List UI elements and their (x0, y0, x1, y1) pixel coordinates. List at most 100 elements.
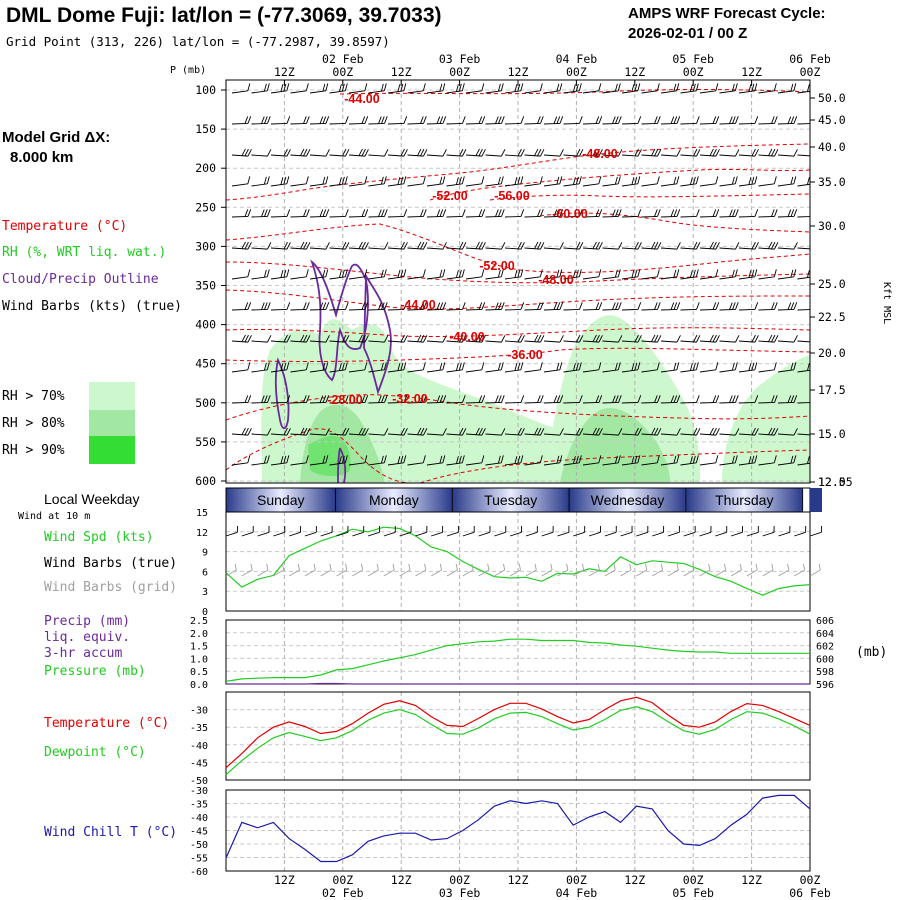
wind-barb (699, 83, 719, 94)
wind-barb (699, 427, 720, 436)
wind-barb (290, 116, 310, 125)
wind-barb (426, 83, 446, 94)
wind-barb (777, 83, 797, 94)
wind-barb (504, 176, 524, 187)
wind-barb (738, 362, 758, 373)
surface-wind-barb-grid (462, 563, 474, 577)
wind-barb (563, 269, 582, 280)
wind-barb (348, 176, 368, 187)
pressure-tick-label: 350 (195, 279, 216, 293)
wind-barb (348, 362, 368, 373)
wind-barb (290, 269, 309, 280)
panel-frame (225, 691, 811, 781)
wind-barb (348, 148, 369, 157)
surface-wind-barb-grid (715, 563, 727, 577)
wind-barb (446, 395, 466, 404)
top-hour-label: 12Z (624, 65, 645, 79)
surface-wind-barb-grid (588, 563, 600, 577)
wind-barb (251, 209, 271, 218)
wind-barb (407, 334, 428, 343)
rh70-region-3 (722, 355, 810, 483)
wind-barb (485, 362, 504, 373)
wind-barb (719, 176, 738, 187)
wind-barb (485, 83, 504, 94)
wind-barb (348, 334, 369, 343)
wind-barb (621, 209, 642, 218)
wind-barb (251, 362, 270, 373)
wind-barb (797, 433, 810, 436)
wind-barb (641, 148, 662, 157)
wind-barb (387, 83, 407, 94)
wind-barb (309, 395, 330, 404)
wind-barb (563, 395, 583, 404)
wind-barb (270, 362, 290, 373)
wind-barb (270, 427, 291, 436)
mb-unit-label: (mb) (856, 645, 887, 660)
wind-barb (426, 242, 447, 250)
wind-barb (524, 116, 544, 125)
wind-barb (251, 269, 270, 280)
wind-barb (563, 427, 584, 436)
wind-barb (758, 362, 777, 373)
cloud-outline-4 (337, 447, 347, 483)
top-hour-label: 00Z (332, 65, 353, 79)
wind-barb (426, 362, 446, 373)
wind-barb (660, 176, 680, 187)
wind-barb (758, 209, 778, 218)
wind-barb (602, 149, 623, 157)
wind-barb (270, 241, 291, 250)
wind-barb (465, 302, 486, 311)
wind-barb (602, 428, 623, 436)
wind-barb (543, 116, 564, 125)
wind-barb (426, 149, 447, 157)
surface-wind-barb-true (352, 525, 365, 537)
temperature-contour-label: -40.00 (449, 330, 484, 344)
wind-barb (563, 334, 584, 343)
wind-barb (641, 83, 660, 94)
pressure-tick-label: 600 (816, 654, 834, 665)
wind-barb (465, 148, 486, 157)
wind-barb (309, 242, 330, 250)
surface-wind-barb-true (604, 525, 617, 537)
height-kft-label: 20.0 (818, 346, 846, 360)
wind-barb (621, 241, 642, 250)
top-date-label: 03 Feb (439, 52, 481, 66)
top-hour-label: 00Z (449, 65, 470, 79)
contour-40 (226, 327, 810, 338)
wind-barb (329, 427, 350, 436)
wind-barb (465, 455, 485, 466)
wind-barb (309, 116, 330, 125)
surface-wind-barb-true (462, 525, 475, 537)
wind-barb (504, 269, 524, 280)
surface-wind-barb-true (288, 525, 302, 537)
bottom-hour-label: 00Z (683, 873, 704, 887)
wind-barb (582, 176, 602, 187)
wind-barb (621, 302, 642, 311)
windchill-legend: Wind Chill T (°C) (44, 825, 177, 840)
surface-wind-barb-grid (699, 563, 711, 577)
wind-barb (270, 302, 291, 311)
legend-wind-barbs: Wind Barbs (kts) (true) (2, 299, 182, 314)
wind-barb (563, 362, 582, 373)
wind-barb (309, 269, 329, 280)
surface-wind-barb-true (320, 525, 333, 537)
precip-legend-3: 3-hr accum (44, 646, 122, 661)
wind-barb (699, 334, 720, 343)
pressure-tick-label: 596 (816, 680, 834, 691)
y-tick-label: -30 (190, 706, 208, 717)
wind-barb (368, 395, 388, 404)
surface-wind-barb-true (494, 525, 507, 537)
wind-barb (524, 148, 545, 157)
pressure-tick-label: 300 (195, 239, 216, 253)
wind-barb (563, 209, 583, 218)
wind-barb (621, 83, 641, 94)
weekday-label: Tuesday (484, 492, 537, 508)
wind-barb (660, 302, 681, 311)
cross-section-axes: 100 150 200 250 300 350 400 450 500 550 600 50.0 45.… (195, 52, 852, 489)
wind-barb (563, 241, 584, 250)
legend-rh: RH (%, WRT liq. wat.) (2, 245, 166, 260)
wind-barb (485, 149, 506, 157)
y-tick-label: 0.0 (190, 680, 208, 691)
rh80-label: RH > 80% (2, 416, 65, 431)
